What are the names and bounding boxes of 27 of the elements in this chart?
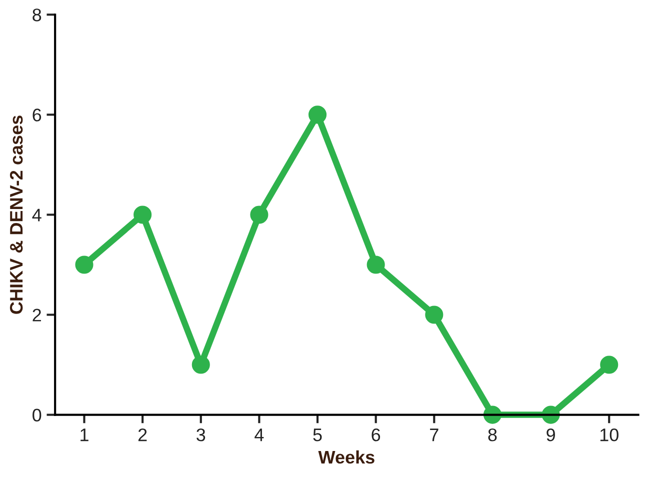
point: [425, 306, 444, 324]
point: [250, 206, 268, 224]
x-tick-label: 6: [372, 428, 380, 442]
x-axis-title: Weeks: [318, 450, 374, 464]
y-tick-label: 6: [32, 108, 42, 122]
y-tick-label: 2: [32, 308, 41, 322]
x-tick-label: 8: [488, 428, 497, 442]
x-tick-label: 7: [430, 428, 438, 442]
x-tick-label: 9: [546, 428, 555, 442]
y-tick-label: 8: [32, 8, 42, 22]
point: [600, 356, 618, 374]
x-tick-label: 1: [80, 428, 88, 442]
x-tick-label: 2: [138, 428, 147, 442]
x-tick-label: 4: [254, 428, 264, 442]
y-axis-title: CHIKV & DENV-2 cases: [10, 116, 23, 314]
point: [134, 206, 152, 224]
point: [542, 406, 560, 424]
point: [366, 256, 385, 274]
point: [192, 356, 210, 374]
point: [308, 106, 327, 124]
point: [483, 406, 502, 424]
point: [75, 256, 94, 274]
x-tick-label: 3: [196, 428, 206, 442]
y-tick-label: 0: [32, 408, 42, 422]
y-tick-label: 4: [32, 208, 42, 222]
x-tick-label: 10: [600, 428, 618, 442]
x-tick-label: 5: [313, 428, 322, 442]
